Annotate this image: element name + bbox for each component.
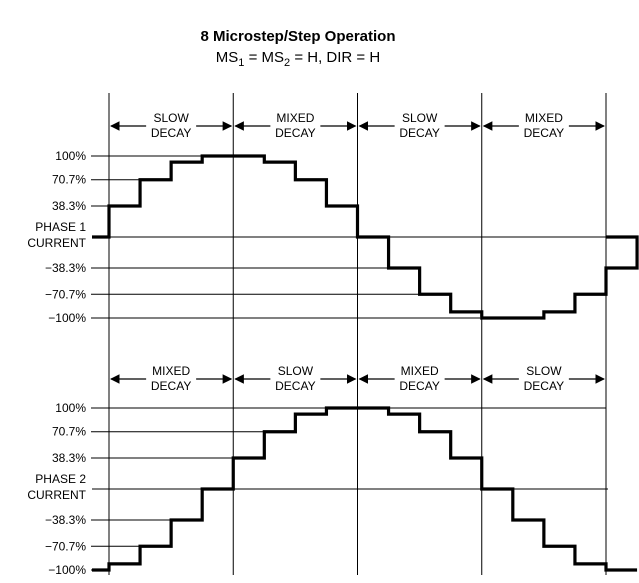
level-label: −100% (48, 563, 86, 577)
decay-label: DECAY (275, 126, 315, 140)
level-label: −70.7% (45, 287, 86, 301)
phase-label: PHASE 2 (35, 472, 86, 486)
decay-label: DECAY (151, 379, 191, 393)
decay-label: MIXED (152, 364, 190, 378)
decay-label: SLOW (402, 111, 438, 125)
decay-label: DECAY (399, 126, 439, 140)
decay-label: DECAY (524, 379, 564, 393)
decay-label: DECAY (399, 379, 439, 393)
level-label: 100% (55, 401, 86, 415)
level-label: −100% (48, 311, 86, 325)
level-label: −38.3% (45, 261, 86, 275)
current-waveform (92, 406, 638, 572)
decay-label: DECAY (524, 126, 564, 140)
phase-label: CURRENT (27, 488, 86, 502)
decay-label: DECAY (275, 379, 315, 393)
level-label: 100% (55, 149, 86, 163)
decay-label: SLOW (153, 111, 189, 125)
level-label: −70.7% (45, 539, 86, 553)
decay-label: MIXED (401, 364, 439, 378)
level-label: 70.7% (52, 173, 86, 187)
diagram-subtitle: MS1 = MS2 = H, DIR = H (216, 49, 380, 69)
phase-2-panel: 100% 70.7% 38.3% −38.3% −70.7% −100% PHASE 2 CU… (27, 364, 638, 577)
diagram-title: 8 Microstep/Step Operation (200, 28, 395, 45)
decay-label: DECAY (151, 126, 191, 140)
level-label: 70.7% (52, 425, 86, 439)
phase-1-panel: 100% 70.7% 38.3% −38.3% −70.7% −100% PHASE 1 CU… (27, 111, 639, 325)
level-label: 38.3% (52, 451, 86, 465)
phase-label: PHASE 1 (35, 220, 86, 234)
current-waveform (92, 154, 639, 320)
decay-label: MIXED (525, 111, 563, 125)
phase-label: CURRENT (27, 236, 86, 250)
decay-label: SLOW (278, 364, 314, 378)
decay-label: SLOW (526, 364, 562, 378)
level-label: 38.3% (52, 199, 86, 213)
level-label: −38.3% (45, 513, 86, 527)
step-boundary-lines (108, 93, 607, 575)
decay-label: MIXED (276, 111, 314, 125)
